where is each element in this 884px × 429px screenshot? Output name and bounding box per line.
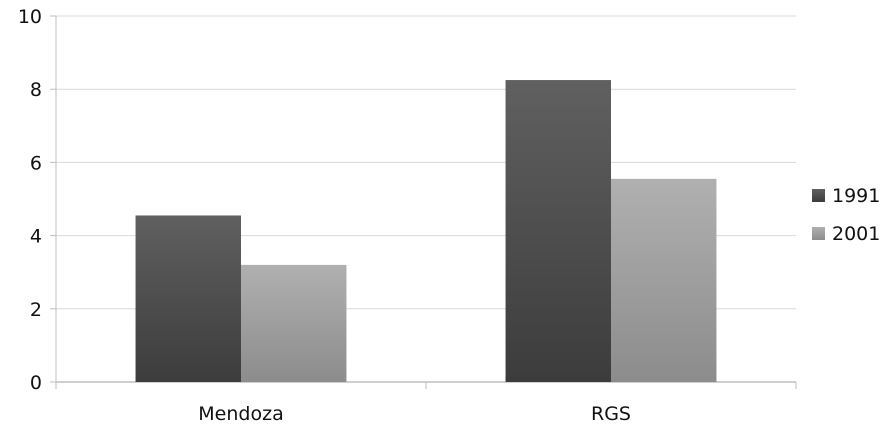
y-tick-label: 2 [30,299,42,321]
bar-rgs-2001 [611,178,717,382]
labels: 0 2 4 6 8 10 Mendoza RGS [18,6,631,425]
bar-mendoza-2001 [241,264,347,382]
legend-label-1991: 1991 [832,185,880,207]
y-tick-label: 6 [30,152,42,174]
legend-swatch-2001 [812,227,825,240]
y-tick-label: 10 [18,6,42,28]
bars [135,80,717,383]
legend-label-2001: 2001 [832,223,880,245]
y-tick-label: 4 [30,226,42,248]
x-category-label: Mendoza [198,403,283,425]
y-tick-label: 0 [30,372,42,394]
legend-swatch-1991 [812,189,825,202]
legend: 1991 2001 [812,185,880,245]
bar-rgs-1991 [505,80,611,383]
x-category-label: RGS [591,403,631,425]
bar-mendoza-1991 [135,215,241,382]
y-tick-label: 8 [30,79,42,101]
